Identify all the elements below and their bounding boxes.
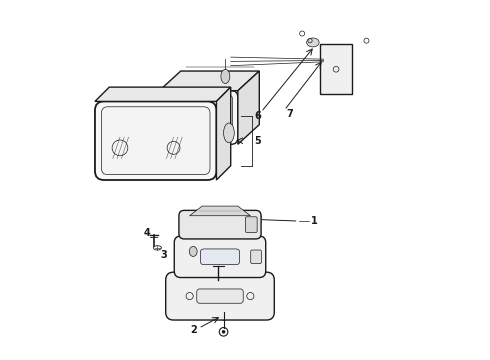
FancyBboxPatch shape xyxy=(200,249,240,265)
FancyBboxPatch shape xyxy=(165,95,232,140)
FancyBboxPatch shape xyxy=(159,91,238,144)
Text: 2: 2 xyxy=(190,325,196,335)
FancyBboxPatch shape xyxy=(197,289,243,303)
Polygon shape xyxy=(217,87,231,180)
Text: 7: 7 xyxy=(286,109,293,118)
FancyBboxPatch shape xyxy=(95,102,217,180)
Ellipse shape xyxy=(189,247,197,256)
FancyBboxPatch shape xyxy=(101,107,210,175)
Text: 6: 6 xyxy=(254,111,261,121)
FancyBboxPatch shape xyxy=(245,217,257,233)
Ellipse shape xyxy=(221,69,230,84)
Bar xyxy=(320,44,352,94)
Ellipse shape xyxy=(223,123,234,143)
Polygon shape xyxy=(238,71,259,144)
Text: 5: 5 xyxy=(254,136,261,146)
FancyBboxPatch shape xyxy=(166,272,274,320)
Polygon shape xyxy=(159,71,259,91)
Text: 3: 3 xyxy=(161,250,168,260)
FancyBboxPatch shape xyxy=(251,250,262,264)
Polygon shape xyxy=(190,206,250,216)
Text: 4: 4 xyxy=(144,228,151,238)
Circle shape xyxy=(222,330,225,334)
Text: 1: 1 xyxy=(311,216,318,226)
Ellipse shape xyxy=(153,246,161,250)
Ellipse shape xyxy=(307,38,319,47)
Polygon shape xyxy=(95,87,231,102)
FancyBboxPatch shape xyxy=(174,236,266,278)
FancyBboxPatch shape xyxy=(179,210,261,239)
